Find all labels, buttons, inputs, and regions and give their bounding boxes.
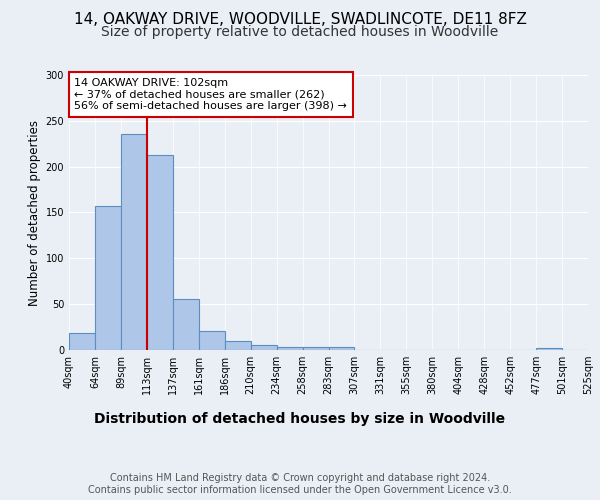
Bar bbox=[225, 341, 251, 350]
Bar bbox=[173, 298, 199, 350]
Text: 14 OAKWAY DRIVE: 102sqm
← 37% of detached houses are smaller (262)
56% of semi-d: 14 OAKWAY DRIVE: 102sqm ← 37% of detache… bbox=[74, 78, 347, 111]
Text: Size of property relative to detached houses in Woodville: Size of property relative to detached ho… bbox=[101, 25, 499, 39]
Bar bbox=[95, 206, 121, 350]
Bar bbox=[536, 348, 562, 350]
Y-axis label: Number of detached properties: Number of detached properties bbox=[28, 120, 41, 306]
Bar bbox=[277, 347, 302, 350]
Bar bbox=[329, 347, 355, 350]
Text: Distribution of detached houses by size in Woodville: Distribution of detached houses by size … bbox=[94, 412, 506, 426]
Bar bbox=[147, 154, 173, 350]
Bar bbox=[251, 346, 277, 350]
Bar bbox=[302, 347, 329, 350]
Bar bbox=[121, 134, 147, 350]
Text: Contains HM Land Registry data © Crown copyright and database right 2024.
Contai: Contains HM Land Registry data © Crown c… bbox=[88, 474, 512, 495]
Bar bbox=[199, 331, 224, 350]
Text: 14, OAKWAY DRIVE, WOODVILLE, SWADLINCOTE, DE11 8FZ: 14, OAKWAY DRIVE, WOODVILLE, SWADLINCOTE… bbox=[74, 12, 526, 28]
Bar bbox=[69, 332, 95, 350]
